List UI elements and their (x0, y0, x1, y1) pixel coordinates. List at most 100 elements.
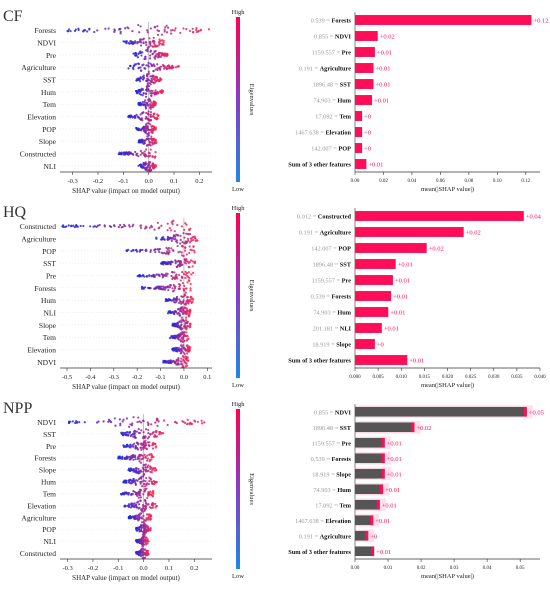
shap-point (184, 249, 187, 252)
shap-point (119, 223, 122, 227)
shap-point (147, 527, 150, 530)
shap-bar (355, 15, 532, 25)
shap-point (186, 281, 189, 284)
x-tick-label: -0.2 (93, 178, 103, 185)
shap-point (158, 67, 162, 70)
shap-point (154, 54, 157, 57)
shap-point (137, 23, 140, 27)
feature-label: Elevation (27, 501, 56, 510)
shap-point (179, 238, 182, 242)
shap-point (167, 253, 170, 256)
shap-point (152, 139, 155, 142)
shap-point (149, 529, 152, 532)
shap-point (186, 299, 190, 302)
shap-point (144, 41, 147, 44)
shap-point (177, 326, 180, 329)
feature-label: Tem (43, 489, 56, 498)
shap-point (153, 228, 156, 231)
shap-point (124, 480, 127, 483)
shap-point (170, 335, 173, 338)
shap-point (145, 43, 148, 47)
shap-point (135, 89, 138, 93)
shap-point (145, 137, 149, 141)
shap-point (174, 260, 177, 263)
shap-point (184, 355, 187, 358)
shap-point (140, 524, 143, 527)
shap-point (136, 479, 139, 482)
shap-point (164, 297, 168, 301)
shap-point (146, 457, 150, 460)
shap-bar (355, 406, 527, 417)
shap-point (144, 286, 147, 289)
shap-point (138, 551, 142, 554)
shap-point (140, 512, 143, 515)
shap-point (162, 52, 166, 55)
shap-point (138, 525, 141, 529)
shap-point (146, 133, 149, 136)
feature-label: NDVI (37, 358, 56, 367)
shap-point (177, 287, 180, 290)
shap-bar (355, 339, 375, 349)
shap-bar (355, 468, 385, 479)
shap-point (170, 274, 173, 278)
shap-point (167, 288, 170, 292)
shap-point (179, 362, 183, 366)
shap-point (149, 123, 152, 126)
colorbar (236, 409, 240, 569)
shap-point (144, 442, 147, 445)
shap-point (125, 455, 129, 458)
shap-point (72, 224, 75, 227)
shap-bar (355, 546, 375, 557)
shap-point (176, 363, 179, 366)
shap-point (172, 336, 175, 340)
shap-point (185, 253, 188, 256)
shap-point (143, 543, 146, 546)
shap-point (151, 130, 154, 133)
shap-point (119, 422, 122, 425)
shap-point (142, 446, 145, 449)
colorbar-high-label: High (232, 205, 246, 212)
shap-point (173, 277, 177, 281)
shap-point (139, 25, 142, 28)
shap-point (140, 521, 144, 524)
shap-point (140, 275, 143, 278)
x-axis-label: mean(|SHAP value|) (421, 382, 474, 389)
shap-point (144, 507, 148, 510)
shap-point (151, 137, 155, 141)
x-tick-label: 0.1 (203, 374, 211, 381)
x-tick-label: 0.00 (351, 179, 360, 184)
shap-point (207, 28, 211, 31)
shap-point (126, 26, 129, 29)
chart-cf-scatter: CF Forests NDVI Pre Agriculture SST Hum Tem Elev… (3, 8, 255, 195)
shap-point (182, 299, 185, 302)
bar-feature-label: 0.539 = Forests (311, 18, 352, 25)
shap-point (149, 75, 152, 78)
shap-point (195, 28, 198, 32)
shap-bar (355, 323, 382, 333)
shap-point (181, 312, 185, 316)
shap-point (152, 115, 156, 118)
bar-value-label: +0.05 (529, 409, 544, 416)
shap-point (67, 28, 71, 31)
shap-point (141, 285, 144, 288)
shap-point (125, 457, 128, 461)
bar-value-label: +0 (364, 114, 371, 121)
shap-point (147, 513, 150, 516)
shap-point (187, 232, 190, 236)
bar-value-label: +0.12 (533, 18, 548, 25)
shap-point (186, 344, 189, 347)
shap-point (195, 27, 198, 30)
bar-tip (381, 453, 385, 464)
shap-point (172, 66, 175, 69)
shap-point (144, 455, 147, 459)
shap-point (146, 441, 149, 444)
shap-point (169, 284, 173, 287)
shap-point (119, 152, 122, 156)
shap-bar (355, 211, 524, 221)
shap-point (177, 356, 180, 360)
shap-point (137, 154, 140, 158)
shap-point (189, 287, 192, 290)
shap-point (155, 273, 158, 276)
bar-value-label: +0.02 (416, 425, 431, 432)
shap-point (136, 441, 139, 445)
